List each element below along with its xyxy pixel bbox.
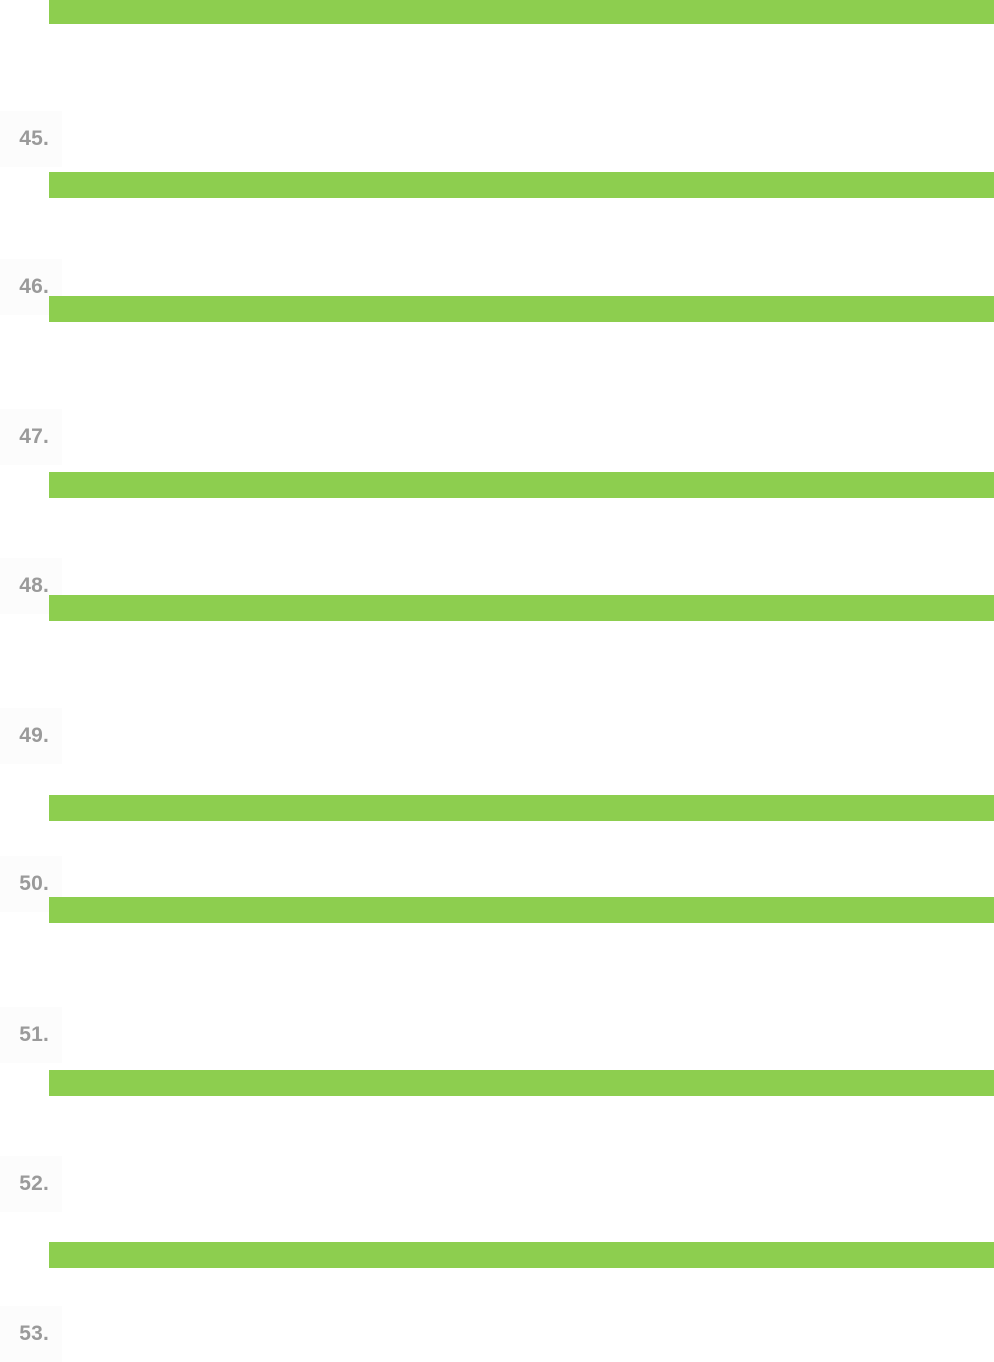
list-item-content-bar (49, 472, 994, 498)
list-item-number: 49. (0, 708, 62, 764)
list-item-number: 53. (0, 1306, 62, 1362)
list-item-content-bar (49, 795, 994, 821)
list-item-content-bar (49, 1242, 994, 1268)
list-item-number: 46. (0, 259, 62, 315)
list-item-number: 52. (0, 1156, 62, 1212)
list-item-content-bar (49, 296, 994, 322)
list-item-content-bar (49, 0, 994, 24)
list-item-number: 47. (0, 409, 62, 465)
list-item-content-bar (49, 172, 994, 198)
list-item-number: 51. (0, 1007, 62, 1063)
list-item-content-bar (49, 897, 994, 923)
list-item-content-bar (49, 1070, 994, 1096)
list-item-number: 48. (0, 558, 62, 614)
list-item-number: 45. (0, 111, 62, 167)
list-item-content-bar (49, 595, 994, 621)
